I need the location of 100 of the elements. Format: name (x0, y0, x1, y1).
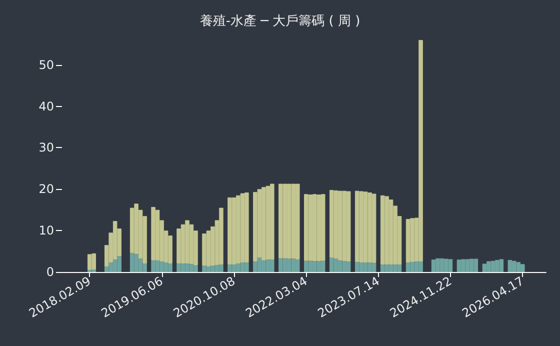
chart-title: 養殖-水產 ─ 大戶籌碼 ( 周 ) (200, 14, 360, 29)
bar (380, 264, 385, 272)
bar (482, 264, 487, 272)
bar (456, 260, 462, 272)
y-tick-label: 0 (46, 265, 54, 279)
bar (168, 264, 172, 272)
bar (354, 190, 360, 262)
bar (291, 258, 296, 272)
bar (266, 186, 270, 260)
bar (431, 260, 436, 272)
y-tick-label: 50 (38, 58, 54, 72)
bar (359, 262, 364, 272)
bar (240, 262, 245, 272)
bar (176, 228, 181, 264)
bar (219, 208, 224, 265)
bar (228, 197, 232, 265)
bar (104, 266, 109, 272)
bar (180, 224, 186, 264)
bar (418, 262, 423, 272)
bar (372, 194, 376, 263)
bar (388, 200, 394, 265)
bar (406, 262, 410, 272)
bar (278, 258, 283, 272)
bar (334, 258, 338, 272)
bar (266, 260, 270, 272)
bar (346, 191, 351, 262)
bar (397, 264, 402, 272)
bar (470, 258, 474, 272)
bar (232, 197, 236, 265)
bar (155, 210, 160, 260)
bar (130, 208, 134, 253)
bar (474, 258, 478, 272)
bar (410, 218, 414, 262)
bar (202, 233, 206, 266)
bar (112, 221, 118, 260)
bar (312, 261, 317, 272)
bar (363, 262, 368, 272)
bar (346, 262, 351, 272)
bar (312, 194, 317, 262)
bar (304, 194, 308, 261)
bar (160, 262, 164, 272)
y-tick-label: 40 (38, 99, 54, 114)
bar (304, 260, 308, 272)
bar (410, 262, 414, 272)
y-tick-label: 20 (38, 182, 54, 196)
bar (206, 266, 211, 272)
bar (194, 265, 198, 272)
bar (406, 218, 410, 262)
bar (393, 264, 398, 272)
bar (138, 258, 143, 272)
bar (176, 264, 181, 272)
bar (465, 259, 470, 272)
bar (185, 220, 190, 264)
bar (329, 190, 334, 258)
bar (354, 262, 360, 272)
bar (257, 258, 262, 272)
bar (232, 264, 236, 272)
bar (180, 264, 186, 272)
bar (516, 262, 521, 272)
bar (320, 194, 326, 261)
bar (219, 264, 224, 272)
bar (257, 189, 262, 258)
bar (329, 258, 334, 272)
bar (338, 260, 342, 272)
bar (228, 264, 232, 272)
bar (214, 264, 220, 272)
bar (117, 256, 122, 272)
bar (436, 258, 440, 272)
bar (338, 190, 342, 260)
bar (87, 254, 92, 270)
bar (206, 230, 211, 267)
bar (320, 260, 326, 272)
bar (189, 224, 194, 264)
bar (380, 195, 385, 265)
bar (461, 259, 466, 272)
bar (444, 258, 448, 272)
bar (334, 190, 338, 259)
bar (108, 262, 113, 272)
bar (189, 264, 194, 272)
bar (164, 262, 168, 272)
bar (202, 266, 206, 272)
bar (308, 260, 312, 272)
bar (282, 184, 288, 258)
bar (185, 264, 190, 272)
bar (253, 192, 258, 262)
bar (151, 260, 156, 272)
bar (448, 259, 453, 272)
bar (418, 40, 423, 262)
bar (278, 184, 283, 258)
bar (253, 262, 258, 272)
bar (134, 254, 138, 272)
y-tick-label: 10 (38, 224, 54, 238)
bar (363, 192, 368, 262)
bar (490, 260, 496, 272)
bar (112, 260, 118, 272)
bar (155, 260, 160, 272)
bar (372, 262, 376, 272)
bar (92, 253, 96, 270)
bar (210, 266, 215, 272)
bar (414, 262, 419, 272)
